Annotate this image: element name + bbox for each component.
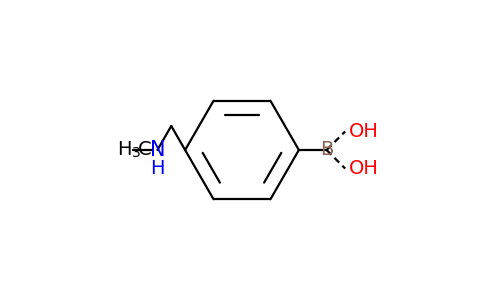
Text: H: H	[150, 159, 165, 178]
Text: OH: OH	[349, 122, 379, 141]
Text: N: N	[150, 140, 165, 160]
Text: 3: 3	[132, 146, 141, 160]
Text: OH: OH	[349, 159, 379, 178]
Text: B: B	[320, 140, 333, 160]
Text: H: H	[117, 140, 131, 160]
Text: C: C	[137, 140, 151, 160]
